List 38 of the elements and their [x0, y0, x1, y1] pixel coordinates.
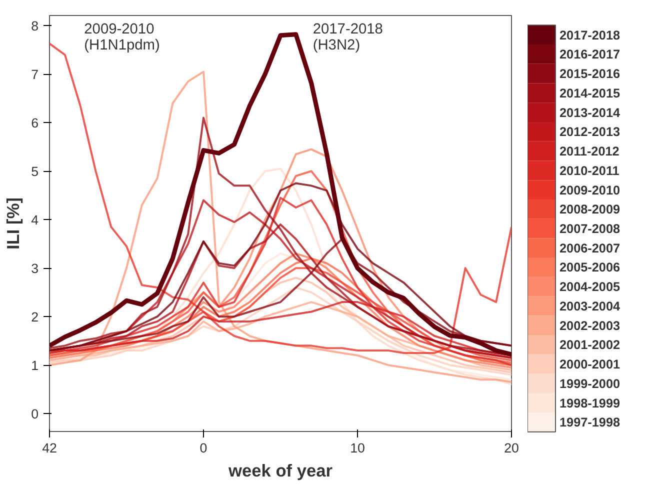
legend-label: 2010-2011 [560, 164, 620, 178]
legend-label: 2002-2003 [560, 318, 620, 333]
x-tick-label: 42 [42, 440, 57, 456]
legend-label: 2014-2015 [560, 86, 620, 100]
legend-label: 2009-2010 [560, 183, 620, 198]
legend-label: 1999-2000 [560, 376, 620, 391]
y-tick-label: 8 [31, 18, 39, 34]
y-tick-label: 2 [31, 310, 39, 325]
x-tick-label: 0 [200, 440, 208, 456]
y-tick-label: 6 [31, 116, 39, 131]
y-tick-label: 5 [31, 164, 39, 180]
x-tick-label: 10 [350, 440, 365, 456]
legend-label: 2015-2016 [560, 67, 620, 82]
legend-label: 2008-2009 [560, 202, 620, 217]
legend-label: 1998-1999 [560, 396, 620, 410]
annotation: 2009-2010 (H1N1pdm) [84, 22, 160, 54]
y-tick-label: 1 [31, 358, 39, 374]
legend-label: 2013-2014 [560, 106, 620, 120]
y-tick-label: 3 [31, 261, 39, 276]
y-tick-label: 7 [31, 67, 39, 82]
legend-label: 2017-2018 [560, 28, 620, 42]
legend-label: 2016-2017 [560, 48, 620, 62]
legend-label: 2005-2006 [560, 260, 620, 275]
legend-label: 2003-2004 [560, 299, 620, 314]
annotation: 2017-2018 (H3N2) [312, 22, 383, 54]
legend-label: 2000-2001 [560, 358, 620, 372]
legend-label: 2004-2005 [560, 280, 620, 294]
y-axis-title: ILI [%] [3, 198, 24, 250]
y-tick-label: 0 [31, 406, 39, 422]
legend-label: 2011-2012 [560, 144, 620, 159]
y-tick-label: 4 [31, 212, 40, 228]
x-axis-title: week of year [227, 460, 333, 480]
legend-label: 1997-1998 [560, 416, 620, 430]
x-tick-label: 20 [504, 440, 519, 456]
legend-label: 2012-2013 [560, 125, 620, 140]
legend-label: 2001-2002 [560, 338, 620, 352]
legend-label: 2007-2008 [560, 222, 620, 236]
legend-label: 2006-2007 [560, 241, 620, 256]
